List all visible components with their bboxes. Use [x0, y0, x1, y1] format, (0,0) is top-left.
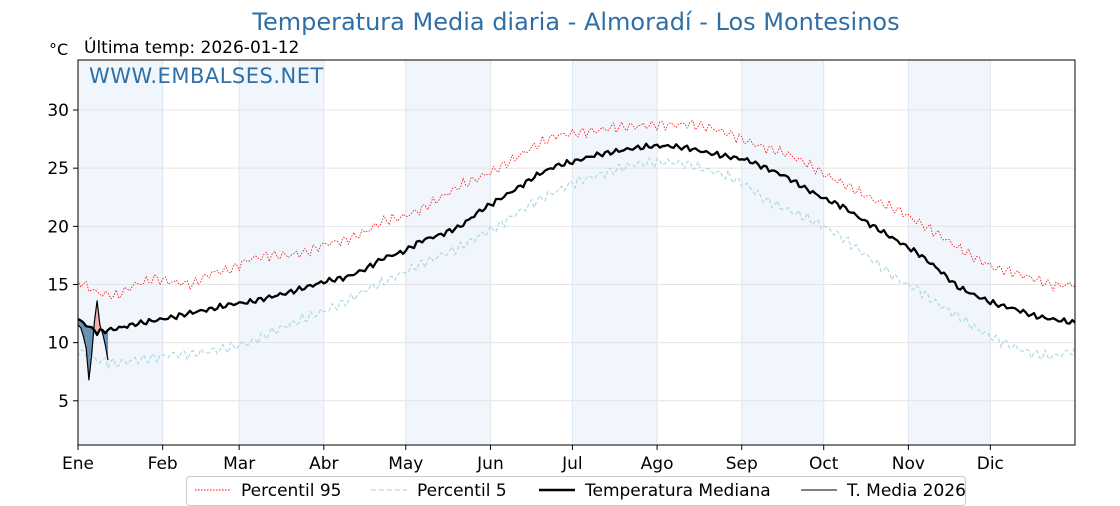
legend-label-p95: Percentil 95	[241, 481, 342, 501]
series-line-median	[77, 142, 1076, 337]
anomaly-fill-below	[105, 329, 109, 361]
month-band-ene	[78, 60, 163, 445]
anomaly-fill-below	[83, 322, 87, 349]
legend-swatch-p95	[195, 489, 231, 491]
y-tick-label: 20	[47, 217, 69, 237]
y-tick-label: 25	[47, 159, 69, 179]
legend-label-current: T. Media 2026	[847, 481, 966, 501]
x-tick-label: Jun	[476, 454, 504, 474]
x-tick-label: Ene	[62, 454, 94, 474]
x-tick-label: May	[388, 454, 423, 474]
y-tick-label: 15	[47, 275, 69, 295]
series-lines	[77, 120, 1076, 381]
x-tick-label: Oct	[809, 454, 839, 474]
month-band-mar	[239, 60, 324, 445]
legend-label-p5: Percentil 5	[417, 481, 507, 501]
x-tick-label: Dic	[977, 454, 1004, 474]
month-band-may	[405, 60, 491, 445]
anomaly-fill-below	[88, 326, 92, 380]
series-line-p95	[77, 120, 1076, 300]
legend-swatch-p5	[371, 489, 407, 491]
axis-ticks: Ene Feb Mar Abr May Jun Jul Ago Sep Oct Nov Dic 5 10 1…	[47, 101, 1004, 474]
legend-swatch-current	[801, 489, 837, 491]
legend-label-median: Temperatura Mediana	[585, 481, 771, 501]
x-tick-label: Mar	[223, 454, 255, 474]
x-tick-label: Sep	[726, 454, 758, 474]
series-line-current	[77, 300, 109, 381]
x-tick-label: Abr	[309, 454, 338, 474]
y-tick-label: 5	[58, 392, 69, 412]
month-band-nov	[908, 60, 991, 445]
month-band-jul	[572, 60, 658, 445]
x-tick-label: Jul	[561, 454, 583, 474]
y-tick-label: 30	[47, 101, 69, 121]
y-axis-unit: °C	[49, 40, 69, 59]
y-tick-label: 10	[47, 334, 69, 354]
legend-swatch-median	[539, 488, 575, 492]
chart-title: Temperatura Media diaria - Almoradí - Lo…	[252, 8, 900, 36]
chart-legend: Percentil 95 Percentil 5 Temperatura Med…	[186, 476, 966, 506]
x-tick-label: Nov	[892, 454, 925, 474]
plot-frame	[77, 59, 1076, 446]
grid-lines	[77, 60, 1075, 445]
x-tick-label: Ago	[641, 454, 674, 474]
series-line-p5	[77, 157, 1076, 369]
month-shading	[78, 60, 991, 445]
last-temp-subtitle: Última temp: 2026-01-12	[84, 38, 300, 58]
x-tick-label: Feb	[148, 454, 178, 474]
watermark-link[interactable]: WWW.EMBALSES.NET	[89, 64, 324, 88]
month-band-sep	[741, 60, 824, 445]
